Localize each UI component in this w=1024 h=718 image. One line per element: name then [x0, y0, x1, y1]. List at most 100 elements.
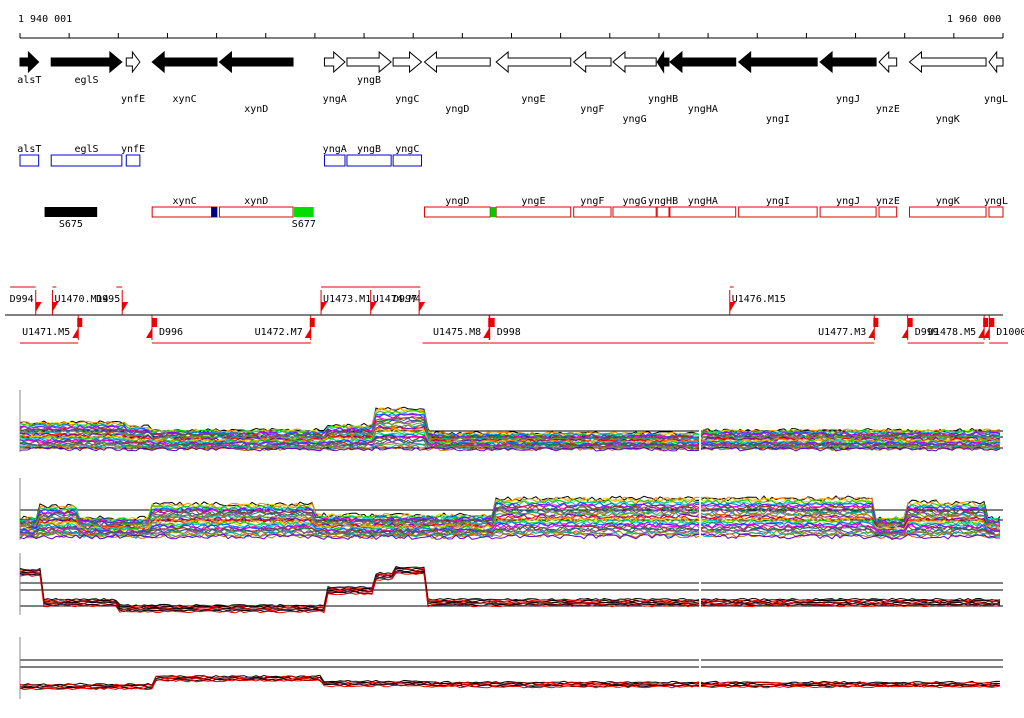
- segment-label: D998: [497, 327, 521, 338]
- operon-box-red: [908, 206, 987, 218]
- operon-label: yngI: [766, 196, 790, 207]
- inline-mark: [211, 207, 218, 217]
- expression-series: [19, 507, 1001, 528]
- gene-label: xynD: [244, 104, 268, 115]
- segment-label: U1478.M5: [928, 327, 976, 338]
- expression-series: [19, 567, 1001, 609]
- segment-mark: [77, 318, 83, 327]
- gene-arrow: [19, 50, 40, 74]
- operon-label: xynC: [173, 196, 197, 207]
- gene-arrow: [151, 50, 218, 74]
- segment-flag: [729, 302, 736, 312]
- ruler-start-label: 1 940 001: [18, 14, 72, 25]
- expression-series: [19, 505, 1001, 527]
- gene-label: yngD: [445, 104, 469, 115]
- expression-series: [19, 528, 1001, 538]
- operon-label: yngD: [445, 196, 469, 207]
- segment-label: U1472.M7: [255, 327, 303, 338]
- expression-series: [20, 674, 1000, 686]
- gene-arrow: [988, 50, 1004, 74]
- site-track: S675 S677: [44, 207, 316, 230]
- operon-box-red: [151, 206, 218, 218]
- segment-label: U1474.M4: [373, 294, 421, 305]
- gene-label: yngHA: [688, 104, 718, 115]
- segment-label: D995: [96, 294, 120, 305]
- expression-series: [19, 677, 1001, 689]
- operon-label: yngC: [395, 144, 419, 155]
- gene-label: yngA: [323, 94, 347, 105]
- site-label: S675: [59, 219, 83, 230]
- segment-flag: [35, 302, 42, 312]
- segment-label: U1476.M15: [732, 294, 786, 305]
- expression-track-2: [19, 478, 1003, 540]
- gene-label: yngK: [936, 114, 960, 125]
- segment-label: U1475.M8: [433, 327, 481, 338]
- expression-series: [19, 435, 1001, 448]
- operon-box-blue: [346, 154, 392, 167]
- gene-label: yngHB: [648, 94, 678, 105]
- expression-series: [19, 524, 1001, 537]
- expression-series: [19, 532, 1001, 540]
- operon-label: yngJ: [836, 196, 860, 207]
- segment-flag: [145, 328, 152, 338]
- segment-flag: [321, 302, 328, 312]
- ruler-end-label: 1 960 000: [947, 14, 1001, 25]
- gene-label: yngJ: [836, 94, 860, 105]
- segment-mark: [989, 318, 995, 327]
- operon-box-red: [819, 206, 877, 218]
- operon-label: yngB: [357, 144, 381, 155]
- operon-label: yngG: [623, 196, 647, 207]
- gene-label: ynfE: [121, 94, 145, 105]
- gene-arrow: [819, 50, 877, 74]
- inline-mark: [490, 207, 497, 217]
- segment-mark: [873, 318, 879, 327]
- segment-flag: [483, 328, 490, 338]
- coordinate-ruler: 1 940 001 1 960 000: [18, 14, 1004, 39]
- segment-mark: [907, 318, 913, 327]
- operon-label: yngK: [936, 196, 960, 207]
- expression-series: [19, 407, 1001, 437]
- gene-label: yngG: [623, 114, 647, 125]
- segment-label: D994: [10, 294, 34, 305]
- gene-arrow: [392, 50, 423, 74]
- gene-arrow: [346, 50, 392, 74]
- gene-arrow: [495, 50, 572, 74]
- expression-series: [19, 572, 1001, 614]
- expression-series: [19, 514, 1001, 531]
- site-box: [294, 207, 314, 217]
- expression-track-4: [19, 637, 1003, 699]
- segment-flag: [304, 328, 311, 338]
- operon-box-blue: [50, 154, 123, 167]
- expression-track-1: [19, 390, 1003, 452]
- operon-box-red: [878, 206, 898, 218]
- gene-label: yngL: [984, 94, 1008, 105]
- gene-label: yngE: [521, 94, 545, 105]
- operon-track-blue: alsT eglS ynfE yngA yngB yngC: [17, 144, 423, 167]
- operon-box-red: [738, 206, 818, 218]
- gene-label: yngF: [580, 104, 604, 115]
- site-label: S677: [292, 219, 316, 230]
- segment-mark: [489, 318, 495, 327]
- segment-label: U1470.M14: [54, 294, 108, 305]
- segment-flag: [978, 328, 985, 338]
- expression-track-3: [19, 553, 1003, 615]
- expression-series: [19, 445, 1001, 452]
- gene-arrow: [323, 50, 346, 74]
- segment-flag: [52, 302, 59, 312]
- gene-arrow: [908, 50, 987, 74]
- expression-series: [19, 533, 1000, 540]
- operon-label: yngHA: [688, 196, 718, 207]
- operon-box-blue: [125, 154, 141, 167]
- operon-box-red: [988, 206, 1004, 218]
- gene-arrow: [612, 50, 657, 74]
- segment-label: U1473.M1: [323, 294, 371, 305]
- operon-label: ynzE: [876, 196, 900, 207]
- gene-label: yngC: [395, 94, 419, 105]
- expression-series: [19, 500, 1001, 524]
- gene-label: alsT: [17, 75, 41, 86]
- gene-arrow: [878, 50, 898, 74]
- expression-tracks: [19, 390, 1003, 699]
- expression-series: [19, 442, 1001, 451]
